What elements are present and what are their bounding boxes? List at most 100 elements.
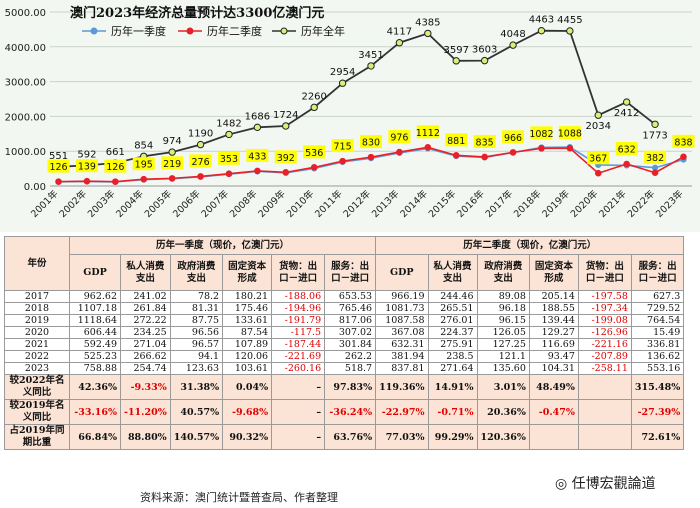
- table-cell: [577, 399, 632, 425]
- table-cell: 139.44: [528, 314, 579, 327]
- q2-point: [481, 153, 488, 161]
- table-cell: 78.2: [169, 290, 224, 303]
- y-tick-label: 5000.00: [5, 8, 46, 19]
- table-cell: 2021: [4, 338, 70, 351]
- table-cell: 120.06: [222, 350, 273, 363]
- x-tick-label: 2006年: [170, 187, 203, 220]
- table-cell: -0.47%: [528, 399, 579, 425]
- x-tick-label: 2016年: [454, 187, 487, 220]
- q2-label-box: [303, 145, 326, 159]
- table-cell: -207.89: [577, 350, 632, 363]
- table-cell: 837.81: [375, 362, 429, 375]
- q2-point: [651, 169, 659, 177]
- table-cell: -117.5: [271, 326, 326, 339]
- annual-data-label: 2260: [301, 91, 326, 102]
- x-tick-label: 2007年: [199, 187, 232, 220]
- q2-label-box: [189, 154, 212, 168]
- table-cell: 765.46: [324, 302, 377, 315]
- table-cell: 87.54: [222, 326, 273, 339]
- q2-label-box: [644, 150, 667, 164]
- table-cell: 381.94: [375, 350, 429, 363]
- table-cell: 262.2: [324, 350, 377, 363]
- q2-label-box: [217, 151, 240, 165]
- annual-data-label: 3603: [472, 45, 497, 56]
- annual-data-label: 4048: [500, 29, 525, 40]
- annual-data-label: 2412: [614, 108, 639, 119]
- y-tick-label: 3000.00: [5, 78, 46, 89]
- table-cell: 234.25: [120, 326, 171, 339]
- q2-data-label: 195: [135, 160, 153, 171]
- q2-label-box: [331, 139, 354, 153]
- table-cell: 758.88: [69, 362, 121, 375]
- chart-grid: [50, 11, 692, 187]
- table-cell: -191.79: [271, 314, 326, 327]
- table-cell: 276.01: [427, 314, 478, 327]
- q2-data-label: 353: [220, 154, 238, 165]
- q2-label-box: [246, 148, 269, 162]
- table-cell: [528, 424, 579, 450]
- q2-point: [424, 144, 432, 151]
- x-tick-label: 2009年: [256, 187, 289, 220]
- table-cell: 42.36%: [69, 374, 121, 400]
- table-row: 2021 592.49 271.04 96.57 107.89 -187.44 301.84…: [4, 338, 685, 351]
- table-cell: 307.02: [324, 326, 377, 339]
- table-cell: 241.02: [120, 290, 171, 303]
- table-cell: 97.83%: [324, 374, 377, 400]
- table-cell: -11.20%: [120, 399, 171, 425]
- y-tick-label: 4000.00: [5, 43, 46, 54]
- annual-point: [338, 79, 347, 87]
- table-cell: 653.53: [324, 290, 377, 303]
- q2-label-box: [360, 135, 382, 149]
- table-row: 2023 758.88 254.74 123.63 103.61 -260.16 518.7…: [4, 362, 685, 375]
- table-cell: 15.49: [630, 326, 685, 339]
- table-cell: 266.62: [120, 350, 171, 363]
- table-cell: 1081.73: [375, 302, 429, 315]
- annual-data-label: 4385: [415, 17, 440, 28]
- table-cell: 135.60: [476, 362, 530, 375]
- table-row: 较2019年名义同比 -33.16% -11.20% 40.57% -9.68% – -36…: [4, 399, 685, 425]
- table-cell: 81.31: [169, 302, 224, 315]
- q2-data-label: 715: [334, 142, 352, 153]
- annual-point: [168, 148, 176, 156]
- table-cell: 0.04%: [222, 374, 273, 400]
- table-row: 2018 1107.18 261.84 81.31 175.46 -194.96 765.4…: [4, 302, 685, 315]
- table-cell: 764.54: [630, 314, 685, 327]
- column-header: 固定资本形成: [222, 254, 273, 291]
- annual-point: [452, 57, 460, 65]
- table-cell: 244.46: [427, 290, 478, 303]
- table-cell: 553.16: [630, 362, 685, 375]
- table-row: 2017 962.62 241.02 78.2 180.21 -188.06 653.53 9…: [4, 290, 685, 303]
- q2-point: [310, 164, 318, 171]
- table-cell: -0.71%: [427, 399, 478, 425]
- q2-data-label: 126: [106, 162, 124, 173]
- q2-data-label: 966: [504, 133, 522, 144]
- q2-data-label: 382: [646, 153, 664, 164]
- annual-data-label: 4463: [529, 15, 554, 26]
- q2-label-box: [75, 159, 98, 173]
- y-tick-label: 0.00: [24, 182, 46, 193]
- table-row: 占2019年同期比重 66.84% 88.80% 140.57% 90.32% –63.7…: [4, 424, 685, 450]
- table-cell: 729.52: [630, 302, 685, 315]
- annual-point: [310, 103, 318, 112]
- x-tick-label: 2004年: [114, 187, 147, 220]
- table-cell: 271.04: [120, 338, 171, 351]
- q2-label-box: [161, 156, 184, 170]
- legend-marker: [280, 27, 288, 35]
- q2-label-box: [445, 133, 468, 147]
- annual-data-label: 661: [106, 147, 125, 158]
- legend-label: 历年一季度: [111, 24, 166, 38]
- x-tick-label: 2008年: [227, 187, 260, 220]
- table-cell: 265.51: [427, 302, 478, 315]
- annual-data-label: 4455: [557, 15, 582, 26]
- q2-point: [509, 149, 517, 156]
- table-cell: 96.18: [476, 302, 530, 315]
- q2-point: [538, 145, 545, 152]
- row-label: 较2022年名义同比: [4, 374, 70, 400]
- table-cell: -9.33%: [120, 374, 171, 400]
- annual-data-label: 1773: [642, 130, 667, 141]
- table-cell: 1107.18: [69, 302, 121, 315]
- table-cell: 99.29%: [427, 424, 478, 450]
- q2-point: [680, 153, 687, 161]
- table-cell: -221.69: [271, 350, 326, 363]
